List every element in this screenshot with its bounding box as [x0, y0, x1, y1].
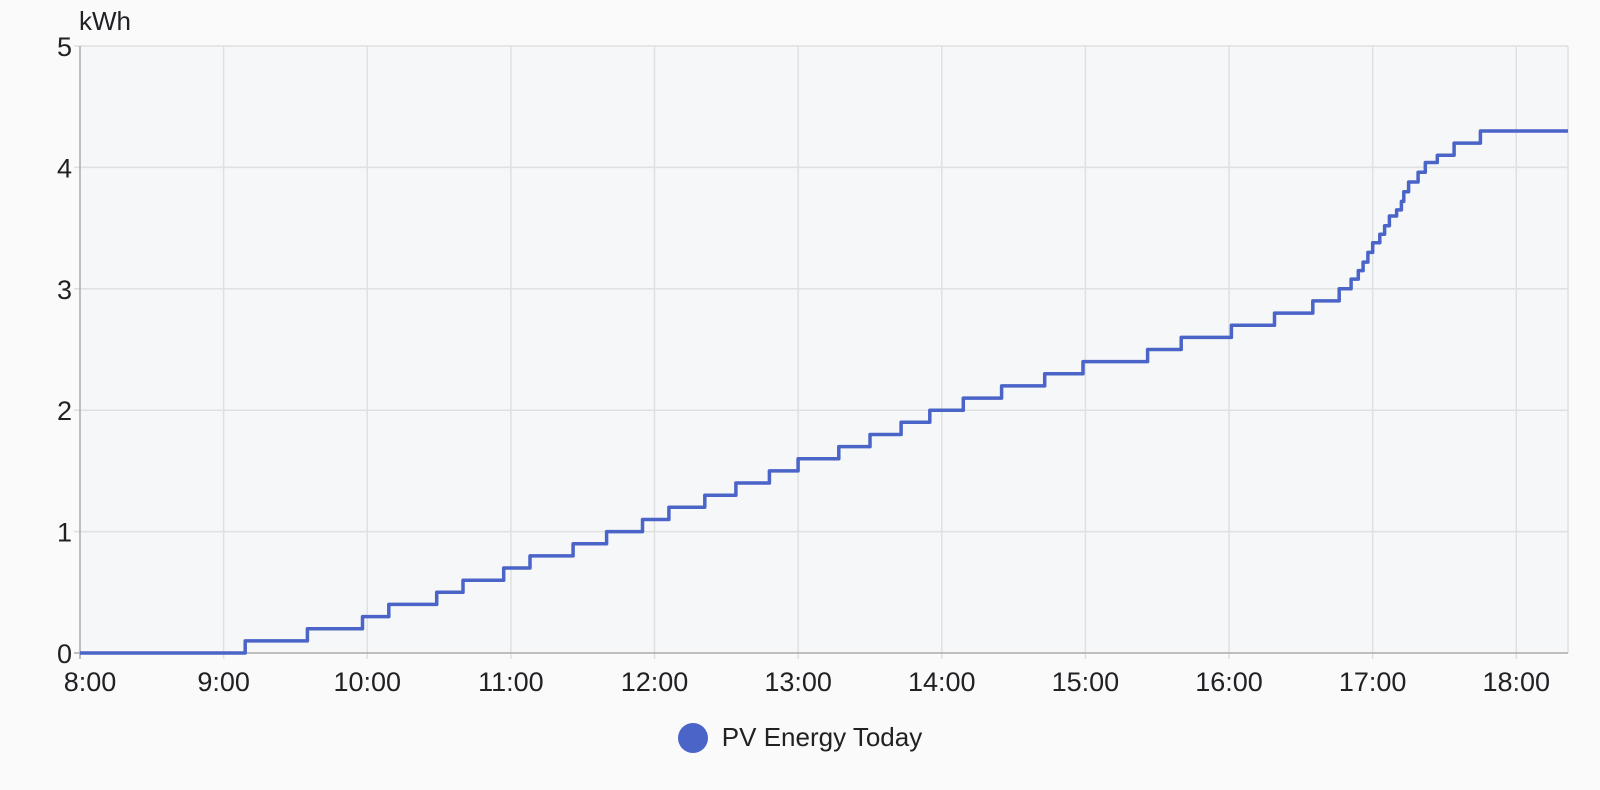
y-axis-tick-label: 4 — [57, 153, 72, 183]
y-axis-tick-label: 5 — [57, 32, 72, 62]
y-axis-unit-label: kWh — [79, 6, 131, 36]
chart-plot-svg[interactable]: 0 1 2 3 4 5 8:00 9:00 10:00 11:00 12:00 13:00 14:00 1… — [0, 0, 1600, 710]
x-axis-tick-label: 12:00 — [621, 667, 689, 697]
legend-item-pv-energy[interactable]: PV Energy Today — [677, 722, 923, 753]
y-axis-tick-label: 2 — [57, 396, 72, 426]
legend: PV Energy Today — [0, 722, 1600, 753]
x-axis-tick-label: 8:00 — [64, 667, 117, 697]
x-axis-tick-label: 10:00 — [333, 667, 401, 697]
plot-area[interactable] — [80, 46, 1568, 653]
x-axis-tick-label: 18:00 — [1483, 667, 1551, 697]
series-line-pv-energy-today[interactable] — [80, 129, 1569, 655]
legend-series-dot-icon — [677, 722, 708, 753]
x-axis-tick-label: 16:00 — [1195, 667, 1263, 697]
x-axis-tick-label: 9:00 — [197, 667, 250, 697]
y-axis-tick-label: 3 — [57, 275, 72, 305]
legend-series-label: PV Energy Today — [721, 722, 923, 752]
y-axis-tick-label: 1 — [57, 518, 72, 548]
x-axis-tick-label: 15:00 — [1052, 667, 1120, 697]
y-axis-tick-label: 0 — [57, 639, 72, 669]
x-axis-tick-label: 11:00 — [478, 667, 544, 697]
x-axis-tick-label: 14:00 — [908, 667, 976, 697]
x-axis-tick-label: 13:00 — [764, 667, 832, 697]
x-axis-tick-label: 17:00 — [1339, 667, 1407, 697]
